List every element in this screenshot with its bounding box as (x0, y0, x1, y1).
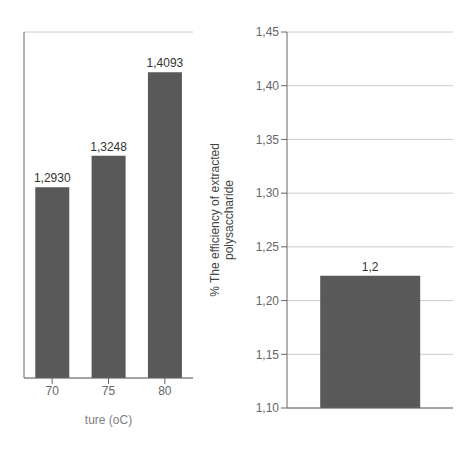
svg-text:75: 75 (102, 384, 116, 398)
svg-text:1,45: 1,45 (256, 25, 280, 39)
svg-text:1,10: 1,10 (256, 401, 280, 415)
svg-text:1,15: 1,15 (256, 348, 280, 362)
svg-text:1,2930: 1,2930 (34, 171, 71, 185)
svg-text:1,25: 1,25 (256, 240, 280, 254)
svg-text:1,20: 1,20 (256, 294, 280, 308)
svg-text:% The efficiency of extractedp: % The efficiency of extractedpolysacchar… (208, 143, 236, 297)
svg-text:1,40: 1,40 (256, 79, 280, 93)
svg-text:1,4093: 1,4093 (147, 56, 184, 70)
svg-text:1,3248: 1,3248 (90, 140, 127, 154)
svg-text:1,30: 1,30 (256, 186, 280, 200)
svg-text:ture (oC): ture (oC) (85, 413, 132, 427)
svg-text:1,2: 1,2 (362, 260, 379, 274)
svg-text:1,35: 1,35 (256, 133, 280, 147)
svg-text:80: 80 (158, 384, 172, 398)
svg-text:70: 70 (45, 384, 59, 398)
